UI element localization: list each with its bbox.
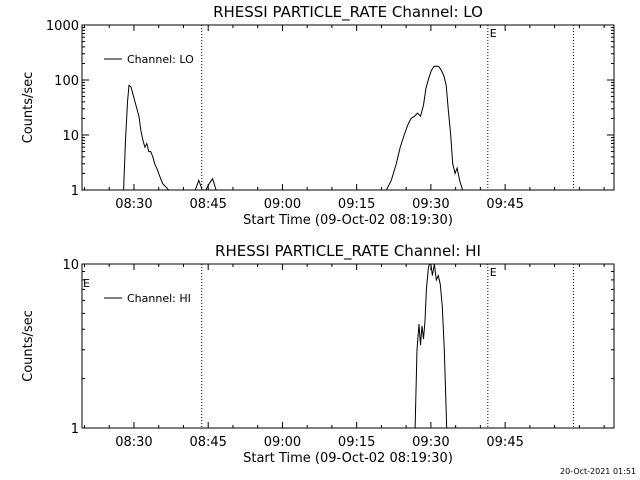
y-tick-label: 1 <box>71 184 79 199</box>
chart-title: RHESSI PARTICLE_RATE Channel: LO <box>213 3 483 22</box>
x-tick-label: 09:45 <box>486 197 523 212</box>
event-marker-label: E <box>83 277 90 290</box>
x-tick-label: 08:30 <box>115 435 152 450</box>
event-marker-label: E <box>490 27 497 40</box>
x-tick-label: 09:30 <box>412 197 449 212</box>
plot-frame <box>81 24 615 191</box>
y-tick-label: 10 <box>62 129 79 144</box>
y-axis-label: Counts/sec <box>21 310 36 382</box>
footer-timestamp: 20-Oct-2021 01:51 <box>560 467 636 476</box>
lo-channel-panel: RHESSI PARTICLE_RATE Channel: LO 08:30 08:… <box>21 3 615 228</box>
y-axis-label: Counts/sec <box>21 72 36 144</box>
event-marker-label: E <box>490 266 497 279</box>
x-tick-label: 08:45 <box>189 197 226 212</box>
y-tick-label: 10 <box>62 258 79 273</box>
x-tick-label: 08:30 <box>115 197 152 212</box>
x-axis-label: Start Time (09-Oct-02 08:19:30) <box>243 451 453 466</box>
series-line-0 <box>414 264 448 428</box>
x-tick-label: 09:45 <box>486 435 523 450</box>
plot-frame <box>81 263 615 429</box>
series-line-1 <box>194 177 217 190</box>
chart-title: RHESSI PARTICLE_RATE Channel: HI <box>215 242 481 261</box>
legend-label: Channel: LO <box>127 53 194 66</box>
y-tick-label: 100 <box>54 74 79 89</box>
x-tick-label: 09:00 <box>264 435 301 450</box>
y-tick-label: 1 <box>71 422 79 437</box>
series-line-0 <box>118 84 176 190</box>
x-tick-label: 08:45 <box>189 435 226 450</box>
x-tick-label: 09:15 <box>338 197 375 212</box>
x-axis-label: Start Time (09-Oct-02 08:19:30) <box>243 213 453 228</box>
series-line-2 <box>385 65 464 190</box>
x-tick-label: 09:30 <box>412 435 449 450</box>
y-tick-label: 1000 <box>46 19 79 34</box>
x-tick-label: 09:00 <box>264 197 301 212</box>
legend-label: Channel: HI <box>127 292 191 305</box>
hi-channel-panel: RHESSI PARTICLE_RATE Channel: HI 08:30 08:… <box>21 242 615 466</box>
x-tick-label: 09:15 <box>338 435 375 450</box>
